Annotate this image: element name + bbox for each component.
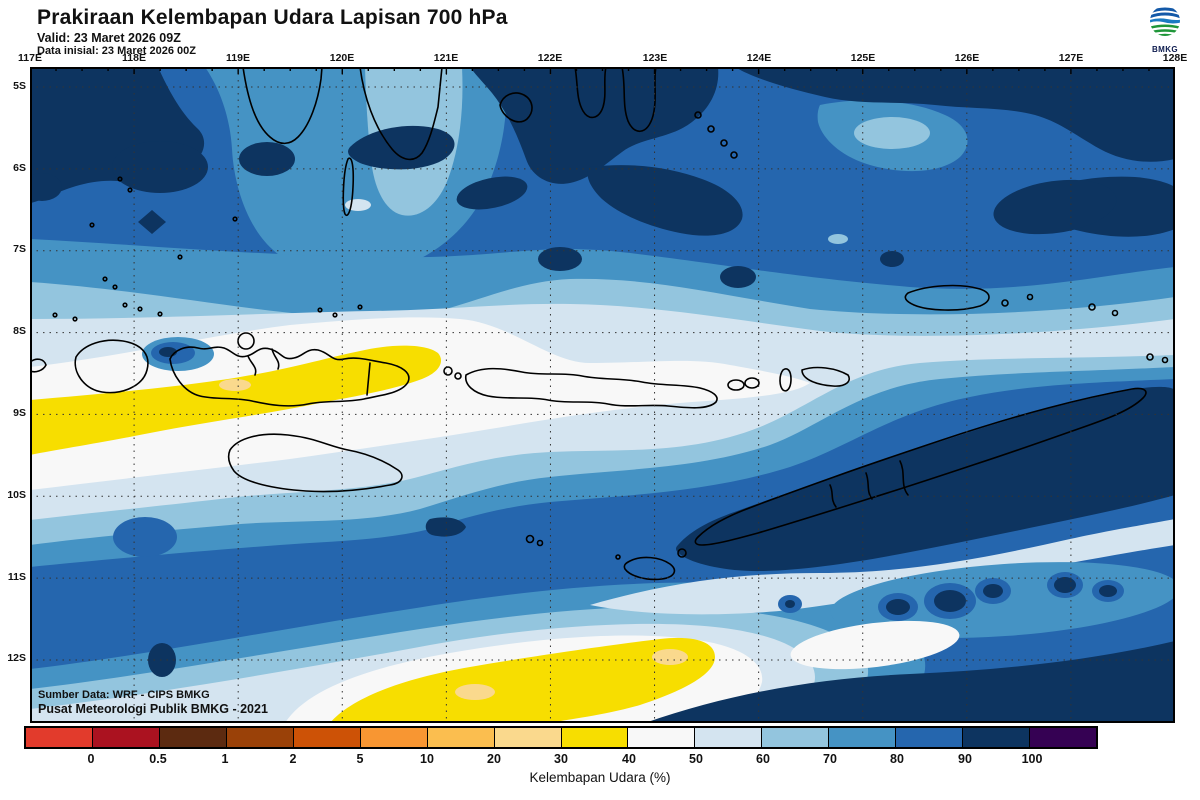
colorbar-segment bbox=[963, 728, 1031, 747]
colorbar bbox=[24, 726, 1098, 749]
lon-tick-label: 122E bbox=[537, 52, 563, 64]
lat-tick-label: 9S bbox=[13, 407, 26, 419]
humidity-contour-plot bbox=[30, 67, 1175, 723]
colorbar-segment bbox=[1030, 728, 1096, 747]
colorbar-segment bbox=[293, 728, 361, 747]
colorbar-tick: 1 bbox=[221, 752, 229, 766]
colorbar-tick: 90 bbox=[958, 752, 972, 766]
lon-tick-label: 124E bbox=[746, 52, 772, 64]
colorbar-tick: 2 bbox=[289, 752, 297, 766]
data-source-block: Sumber Data: WRF - CIPS BMKG Pusat Meteo… bbox=[38, 689, 268, 718]
lon-tick-label: 121E bbox=[433, 52, 459, 64]
lon-tick-label: 120E bbox=[329, 52, 355, 64]
colorbar-segment bbox=[92, 728, 160, 747]
map-border bbox=[30, 67, 1175, 723]
colorbar-segment bbox=[628, 728, 696, 747]
colorbar-segment bbox=[26, 728, 93, 747]
colorbar-tick: 50 bbox=[689, 752, 703, 766]
colorbar-tick: 0 bbox=[87, 752, 95, 766]
colorbar-segment bbox=[695, 728, 763, 747]
contour-bottom-right bbox=[590, 519, 1175, 723]
lon-tick-label: 123E bbox=[642, 52, 668, 64]
lat-tick-label: 11S bbox=[7, 571, 26, 583]
colorbar-segment bbox=[226, 728, 294, 747]
contour-90-100 bbox=[30, 67, 1175, 677]
source-line-1: Sumber Data: WRF - CIPS BMKG bbox=[38, 688, 210, 701]
lat-tick-label: 10S bbox=[7, 489, 26, 501]
valid-time-line: Valid: 23 Maret 2026 09Z bbox=[37, 31, 181, 45]
colorbar-segment bbox=[561, 728, 629, 747]
colorbar-segment bbox=[427, 728, 495, 747]
source-line-2: Pusat Meteorologi Publik BMKG - 2021 bbox=[38, 702, 268, 717]
colorbar-tick: 40 bbox=[622, 752, 636, 766]
lon-tick-label: 117E bbox=[18, 52, 42, 64]
graticule bbox=[30, 67, 1175, 723]
contour-bottom-system bbox=[30, 517, 926, 723]
init-time-line: Data inisial: 23 Maret 2026 00Z bbox=[37, 45, 196, 57]
colorbar-tick: 20 bbox=[487, 752, 501, 766]
bmkg-logo-label: BMKG bbox=[1151, 45, 1179, 54]
lat-tick-label: 7S bbox=[13, 243, 26, 255]
lon-tick-label: 125E bbox=[850, 52, 876, 64]
colorbar-segment bbox=[896, 728, 964, 747]
colorbar-segment bbox=[494, 728, 562, 747]
colorbar-segment bbox=[829, 728, 897, 747]
colorbar-segment bbox=[360, 728, 428, 747]
colorbar-tick: 100 bbox=[1021, 752, 1043, 766]
colorbar-tick: 70 bbox=[823, 752, 837, 766]
contour-lombok-blob bbox=[142, 337, 214, 371]
colorbar-segment bbox=[762, 728, 830, 747]
colorbar-tick: 10 bbox=[420, 752, 434, 766]
lat-tick-label: 12S bbox=[7, 652, 26, 664]
humidity-map: Sumber Data: WRF - CIPS BMKG Pusat Meteo… bbox=[30, 67, 1175, 723]
colorbar-tick: 80 bbox=[890, 752, 904, 766]
lat-tick-label: 8S bbox=[13, 325, 26, 337]
coastlines bbox=[30, 67, 1169, 581]
lon-tick-label: 118E bbox=[122, 52, 146, 64]
colorbar-tick: 60 bbox=[756, 752, 770, 766]
page-title: Prakiraan Kelembapan Udara Lapisan 700 h… bbox=[37, 6, 508, 29]
lon-tick-label: 127E bbox=[1058, 52, 1084, 64]
lon-tick-label: 126E bbox=[954, 52, 980, 64]
bmkg-globe-icon bbox=[1150, 6, 1180, 36]
colorbar-segment bbox=[159, 728, 227, 747]
lat-tick-label: 5S bbox=[13, 80, 26, 92]
colorbar-tick: 30 bbox=[554, 752, 568, 766]
lon-tick-label: 128E bbox=[1162, 52, 1188, 64]
lon-tick-label: 119E bbox=[226, 52, 250, 64]
colorbar-tick: 0.5 bbox=[149, 752, 167, 766]
bmkg-logo: BMKG bbox=[1143, 2, 1187, 54]
colorbar-tick: 5 bbox=[356, 752, 364, 766]
colorbar-caption: Kelembapan Udara (%) bbox=[529, 770, 671, 785]
lat-tick-label: 6S bbox=[13, 162, 26, 174]
